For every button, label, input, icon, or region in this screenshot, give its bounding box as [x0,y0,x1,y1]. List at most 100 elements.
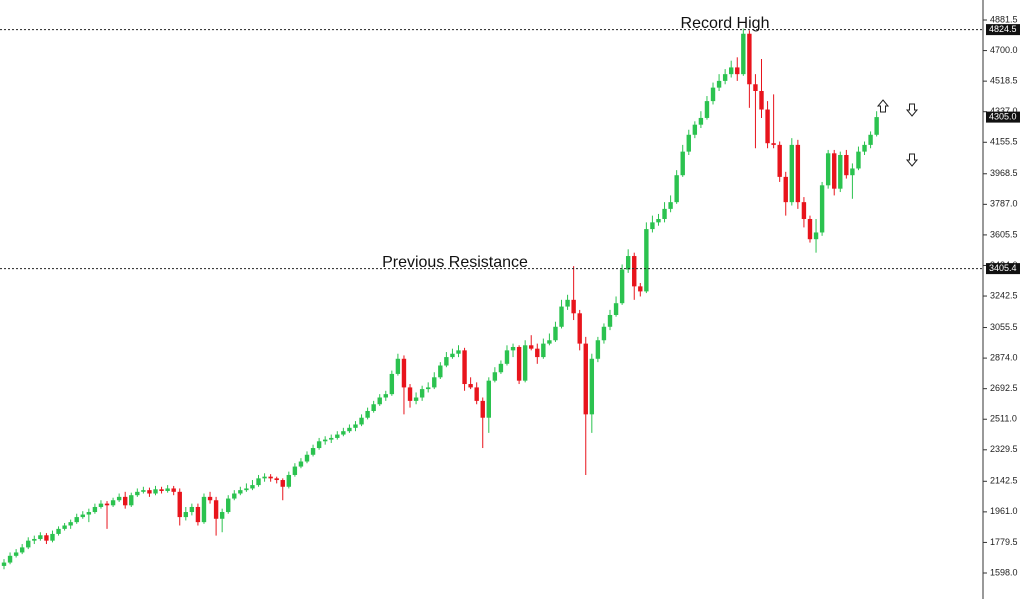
y-tick-label: 1779.5 [990,537,1018,547]
candle-body [165,488,170,491]
candle-body [329,437,334,440]
candle-body [468,384,473,388]
candle-body [413,397,419,401]
y-tick-label: 3605.5 [990,229,1018,239]
candle-body [26,540,31,548]
candle-body [753,84,758,91]
candle-body [250,485,255,489]
candle-body [650,222,655,230]
candle-body [98,503,104,507]
candle-body [522,345,528,381]
candle-body [13,552,19,556]
candle-body [395,358,401,374]
annotation: Record High [681,15,770,32]
y-tick-label: 4337.0 [990,106,1018,116]
candle-body [86,512,92,515]
candle-body [698,117,704,125]
candle-body [825,153,831,186]
candle-body [56,528,61,534]
candle-body [862,144,867,152]
candle-body [123,496,128,506]
y-tick-label: 3055.5 [990,322,1018,332]
candle-body [819,185,825,233]
candle-body [559,306,564,327]
candle-body [171,488,176,492]
candle-body [159,489,164,491]
candle-body [389,373,395,395]
candle-body [450,353,455,358]
candle-body [577,313,582,344]
candle-body [486,380,491,418]
level-price-label: 3405.4 [989,263,1017,273]
candle-body [371,404,376,411]
candle-body [244,488,249,491]
candle-body [480,400,485,418]
y-tick-label: 2511.0 [990,414,1017,424]
candle-body [529,345,534,349]
candle-body [444,357,449,366]
candle-body [571,299,576,314]
candle-body [256,478,261,486]
candle-body [32,538,37,541]
candle-body [407,387,413,401]
candle-body [801,202,807,219]
candle-body [238,490,243,494]
candle-body [535,348,540,358]
candle-body [268,476,273,479]
candle-body [553,326,558,341]
candle-body [286,474,292,487]
current-price-label: 4305.0 [989,111,1017,121]
candle-body [492,372,498,381]
candle-body [153,489,158,494]
arrow-icons [876,99,919,167]
candle-body [104,503,110,506]
candle-body [219,512,225,519]
annotation: Previous Resistance [382,254,528,271]
candle-body [656,218,661,223]
candle-body [353,424,358,428]
candle-body [686,134,691,152]
candle-body [710,87,716,102]
y-tick-label: 4700.0 [990,45,1018,55]
candle-body [80,514,85,518]
candle-body [365,410,370,418]
up-arrow-icon [876,99,890,113]
candle-body [62,525,67,529]
candle-body [341,431,346,435]
candle-body [844,154,849,176]
candle-body [729,67,734,75]
candle-body [438,365,443,378]
candle-body [625,256,631,270]
level-price-label: 4824.5 [989,24,1017,34]
candle-body [541,343,546,358]
y-tick-label: 1598.0 [990,567,1018,577]
candle-body [601,326,607,341]
candle-body [262,476,267,479]
candle-body [44,535,49,541]
candle-body [38,535,43,539]
y-tick-label: 2142.5 [990,476,1018,486]
candle-body [292,466,298,475]
candle-body [195,506,201,523]
candle-body [310,448,316,455]
candle-body [316,441,322,449]
candle-body [135,491,140,496]
y-tick-label: 3968.5 [990,168,1018,178]
candle-body [141,490,146,492]
y-tick-label: 3242.5 [990,290,1018,300]
candle-body [765,109,770,144]
y-tick-label: 4518.5 [990,76,1018,86]
candle-body [129,495,134,506]
candle-body [177,491,182,518]
candle-body [226,498,231,513]
candle-body [789,144,794,203]
candle-body [426,387,431,390]
candle-body [644,229,649,292]
candle-body [419,389,425,398]
candle-body [462,350,467,385]
candle-body [189,506,195,513]
candle-body [401,358,407,388]
candle-body [856,151,861,169]
